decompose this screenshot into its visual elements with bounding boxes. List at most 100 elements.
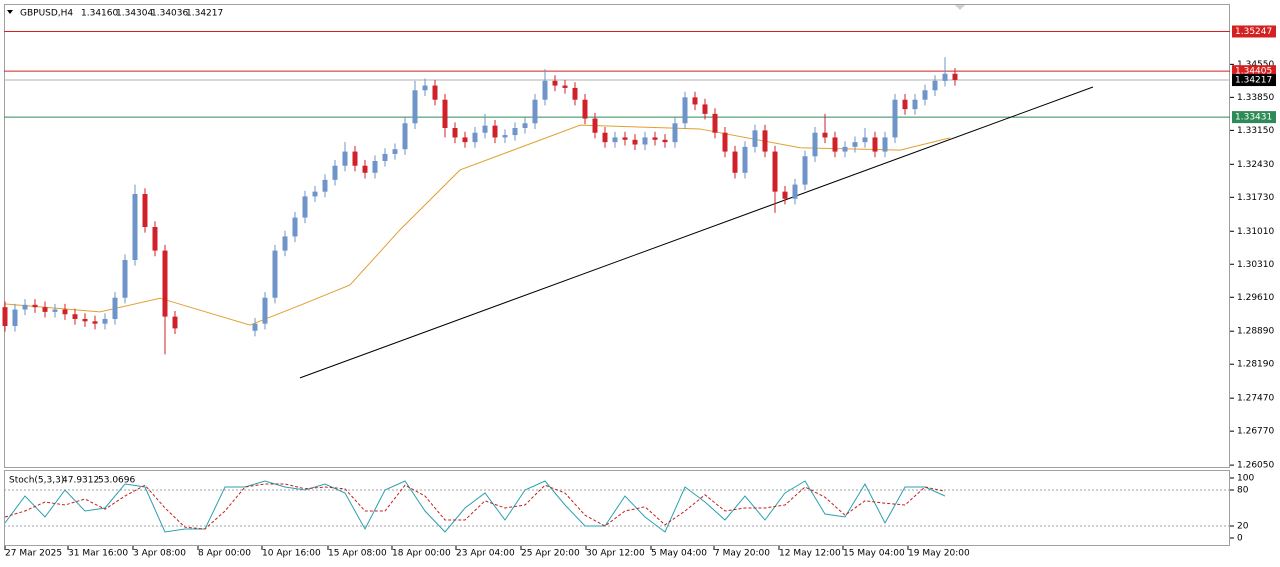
stoch-y-tick-label: 100: [1237, 474, 1254, 484]
x-tick-label: 15 Apr 08:00: [328, 549, 387, 559]
candle-body: [602, 132, 608, 143]
candle-body: [672, 123, 678, 143]
main-panel: [4, 4, 1230, 468]
candle-body: [892, 99, 898, 138]
candle-body: [432, 85, 438, 100]
candle-body: [682, 97, 688, 124]
header-open: 1.34160: [81, 9, 118, 19]
x-tick-label: 18 Apr 00:00: [392, 549, 451, 559]
stoch-panel: [4, 470, 1230, 546]
y-tick-label: 1.34550: [1237, 60, 1274, 70]
candle-body: [502, 135, 508, 138]
candle-body: [132, 194, 138, 261]
price-label: 1.35247: [1235, 27, 1272, 37]
candle-body: [32, 304, 38, 308]
x-tick-label: 12 May 12:00: [779, 549, 841, 559]
candle-body: [162, 250, 168, 317]
shift-marker: [955, 5, 965, 10]
candle-body: [392, 149, 398, 154]
candle-body: [942, 73, 948, 81]
candle-body: [552, 80, 558, 86]
candle-body: [832, 137, 838, 152]
candle-body: [752, 130, 758, 147]
candle-body: [412, 90, 418, 124]
x-tick-label: 23 Apr 04:00: [456, 549, 515, 559]
candle-body: [372, 161, 378, 173]
candle-body: [122, 260, 128, 298]
x-tick-label: 19 May 20:00: [908, 549, 970, 559]
candle-body: [12, 309, 18, 327]
candle-body: [782, 191, 788, 199]
candle-body: [282, 236, 288, 251]
candle-body: [722, 132, 728, 152]
price-label-box: [1232, 111, 1276, 124]
candle-body: [612, 137, 618, 143]
x-tick-label: 25 Apr 20:00: [521, 549, 580, 559]
candle-body: [292, 217, 298, 237]
candle-body: [872, 137, 878, 152]
candle-body: [762, 130, 768, 152]
x-tick-label: 31 Mar 16:00: [68, 549, 128, 559]
candle-body: [332, 165, 338, 180]
stoch-y-tick-label: 20: [1237, 522, 1249, 532]
y-tick-label: 1.26770: [1237, 427, 1274, 437]
candle-body: [342, 151, 348, 166]
stoch-signal: [4, 483, 946, 530]
y-tick-label: 1.27470: [1237, 394, 1274, 404]
candle-body: [442, 99, 448, 129]
candle-body: [802, 156, 808, 185]
candle-body: [842, 146, 848, 152]
y-tick-label: 1.32430: [1237, 160, 1274, 170]
y-tick-label: 1.33850: [1237, 93, 1274, 103]
candle-body: [382, 153, 388, 162]
candle-body: [2, 307, 8, 327]
x-tick-label: 10 Apr 16:00: [262, 549, 321, 559]
menu-arrow[interactable]: [7, 10, 13, 14]
candle-body: [792, 184, 798, 199]
candle-body: [362, 165, 368, 173]
candle-body: [262, 297, 268, 324]
candle-body: [572, 87, 578, 100]
candle-body: [322, 179, 328, 192]
y-tick-label: 1.28190: [1237, 360, 1274, 370]
candle-body: [562, 85, 568, 88]
y-tick-label: 1.28890: [1237, 327, 1274, 337]
candle-body: [482, 125, 488, 133]
candle-body: [62, 309, 68, 315]
candle-body: [272, 250, 278, 298]
candle-body: [112, 297, 118, 319]
symbol: GBPUSD,H4: [20, 9, 73, 19]
y-tick-label: 1.31010: [1237, 227, 1274, 237]
candle-body: [922, 90, 928, 100]
candle-body: [472, 132, 478, 143]
candle-body: [142, 194, 148, 228]
trendline: [299, 86, 1094, 379]
candle-body: [252, 323, 258, 331]
candle-body: [692, 97, 698, 105]
candle-body: [22, 304, 28, 310]
candle-body: [582, 99, 588, 119]
candle-body: [522, 123, 528, 129]
price-label: 1.34217: [1235, 76, 1272, 86]
header-low: 1.34036: [151, 9, 188, 19]
candle-body: [592, 118, 598, 133]
stoch-y-tick-label: 0: [1237, 534, 1243, 544]
candle-body: [642, 137, 648, 145]
candle-body: [732, 151, 738, 173]
x-tick-label: 7 May 20:00: [714, 549, 770, 559]
price-label-box: [1232, 74, 1276, 87]
candle-body: [772, 151, 778, 192]
candle-body: [912, 99, 918, 110]
candle-body: [952, 73, 958, 80]
candle-body: [702, 104, 708, 114]
stoch-name: Stoch(5,3,3): [9, 476, 64, 486]
candle-body: [492, 125, 498, 138]
x-tick-label: 5 May 04:00: [651, 549, 707, 559]
x-tick-label: 15 May 04:00: [843, 549, 905, 559]
candle-body: [632, 139, 638, 145]
candle-body: [662, 139, 668, 143]
candle-body: [932, 80, 938, 91]
stoch-main: [4, 480, 946, 533]
